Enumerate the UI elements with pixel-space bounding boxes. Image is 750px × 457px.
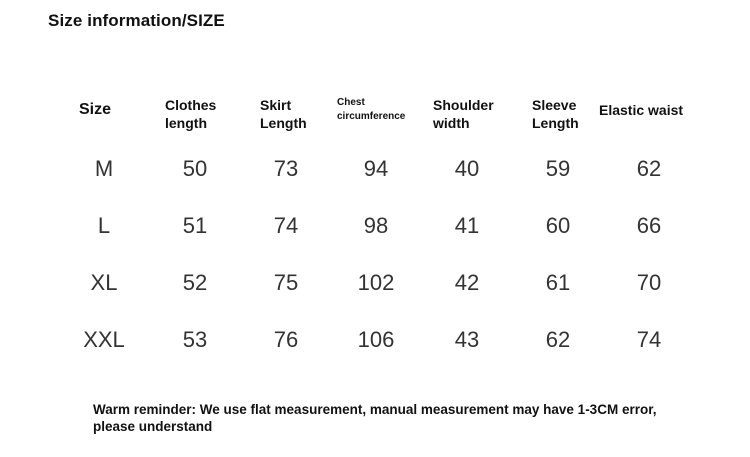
header-elastic-waist: Elastic waist	[599, 102, 684, 118]
header-shoulder-line2: width	[433, 115, 470, 131]
table-row: XXL 53 76 106 43 62 74	[0, 325, 750, 355]
header-clothes-line1: Clothes	[165, 97, 217, 113]
cell-size: L	[97, 213, 111, 238]
cell-shoulder: 41	[454, 213, 480, 238]
cell-waist: 74	[636, 327, 662, 352]
cell-clothes-length: 53	[182, 327, 208, 352]
header-sleeve-length: Sleeve Length	[532, 96, 579, 132]
header-sleeve-line2: Length	[532, 115, 579, 131]
warm-reminder-note: Warm reminder: We use flat measurement, …	[93, 402, 657, 434]
cell-shoulder: 43	[454, 327, 480, 352]
header-shoulder-width: Shoulder width	[433, 96, 494, 132]
header-shoulder-line1: Shoulder	[433, 97, 494, 113]
cell-chest: 98	[363, 213, 389, 238]
cell-size: M	[94, 156, 114, 181]
header-chest-line1: Chest	[337, 97, 365, 108]
header-chest-line2: circumference	[337, 111, 406, 122]
cell-sleeve: 62	[545, 327, 571, 352]
header-clothes-line2: length	[165, 115, 207, 131]
cell-skirt-length: 75	[273, 270, 299, 295]
cell-chest: 94	[363, 156, 389, 181]
header-skirt-line2: Length	[260, 115, 307, 131]
cell-chest: 106	[357, 327, 395, 352]
header-skirt-length: Skirt Length	[260, 96, 307, 132]
cell-size: XL	[90, 270, 118, 295]
table-row: XL 52 75 102 42 61 70	[0, 268, 750, 298]
cell-sleeve: 59	[545, 156, 571, 181]
cell-shoulder: 42	[454, 270, 480, 295]
cell-waist: 70	[636, 270, 662, 295]
header-skirt-line1: Skirt	[260, 97, 292, 113]
table-row: M 50 73 94 40 59 62	[0, 154, 750, 184]
cell-chest: 102	[357, 270, 395, 295]
cell-waist: 62	[636, 156, 662, 181]
table-row: L 51 74 98 41 60 66	[0, 211, 750, 241]
header-size: Size	[79, 101, 112, 118]
cell-shoulder: 40	[454, 156, 480, 181]
cell-sleeve: 60	[545, 213, 571, 238]
cell-clothes-length: 52	[182, 270, 208, 295]
cell-clothes-length: 51	[182, 213, 208, 238]
header-clothes-length: Clothes length	[165, 96, 216, 132]
cell-sleeve: 61	[545, 270, 571, 295]
header-chest-circumference: Chest circumference	[337, 96, 405, 124]
cell-waist: 66	[636, 213, 662, 238]
header-sleeve-line1: Sleeve	[532, 97, 577, 113]
cell-skirt-length: 74	[273, 213, 299, 238]
cell-size: XXL	[83, 327, 125, 352]
cell-clothes-length: 50	[182, 156, 208, 181]
page-title: Size information/SIZE	[48, 11, 225, 30]
cell-skirt-length: 73	[273, 156, 299, 181]
cell-skirt-length: 76	[273, 327, 299, 352]
